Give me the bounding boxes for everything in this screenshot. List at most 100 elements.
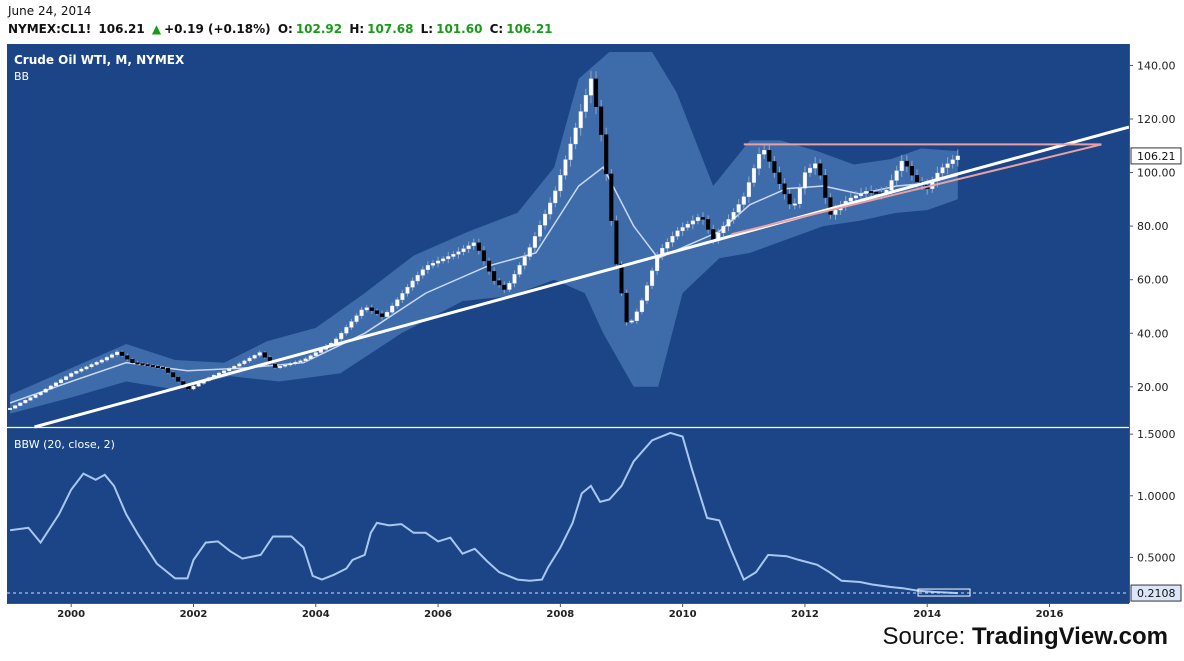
candle bbox=[721, 225, 726, 234]
candle bbox=[69, 373, 74, 377]
bbw-title: BBW (20, close, 2) bbox=[14, 438, 115, 451]
y-tick-label: 60.00 bbox=[1137, 274, 1169, 287]
candle bbox=[160, 366, 165, 369]
candle bbox=[171, 372, 176, 378]
candle bbox=[593, 78, 599, 107]
high-label: H: bbox=[349, 22, 365, 36]
candle bbox=[787, 193, 792, 205]
candle bbox=[706, 219, 711, 230]
candle bbox=[99, 359, 104, 363]
candle bbox=[553, 190, 558, 204]
chart-date: June 24, 2014 bbox=[8, 4, 92, 18]
candle bbox=[955, 155, 960, 161]
candle bbox=[685, 223, 690, 228]
close-value: 106.21 bbox=[506, 22, 553, 36]
candle bbox=[64, 376, 69, 380]
x-tick-label: 2002 bbox=[180, 609, 208, 620]
candle bbox=[502, 284, 507, 290]
trendlines bbox=[34, 125, 1130, 429]
candle bbox=[665, 241, 670, 249]
bbw-value-box bbox=[1130, 584, 1182, 602]
x-tick-label: 2014 bbox=[913, 609, 941, 620]
candle bbox=[644, 285, 650, 301]
bbw-y-tick-label: 1.0000 bbox=[1137, 490, 1176, 503]
candle bbox=[864, 191, 869, 194]
source-prefix: Source: bbox=[882, 623, 972, 650]
candle bbox=[741, 196, 746, 205]
candle bbox=[446, 256, 451, 259]
candle bbox=[120, 351, 125, 356]
candle bbox=[257, 352, 262, 356]
candle bbox=[252, 355, 257, 359]
candle bbox=[634, 311, 639, 321]
candle bbox=[604, 134, 609, 175]
candle bbox=[135, 362, 140, 365]
candle bbox=[364, 307, 369, 311]
candle bbox=[777, 172, 782, 184]
candle bbox=[18, 402, 23, 406]
candle bbox=[278, 366, 283, 368]
x-tick-label: 2008 bbox=[546, 609, 574, 620]
candle bbox=[950, 159, 955, 164]
candle bbox=[762, 150, 767, 155]
candle bbox=[140, 363, 145, 366]
candle bbox=[237, 363, 242, 367]
low-label: L: bbox=[420, 22, 434, 36]
candle bbox=[904, 160, 909, 167]
candle bbox=[354, 315, 359, 322]
candle bbox=[767, 150, 772, 162]
candle bbox=[909, 166, 914, 176]
bbw-y-tick-label: 1.5000 bbox=[1137, 428, 1176, 441]
source-credit: Source: TradingView.com bbox=[883, 623, 1168, 651]
candle bbox=[466, 245, 471, 249]
candle bbox=[33, 394, 38, 398]
candle bbox=[150, 365, 155, 368]
candle bbox=[889, 180, 894, 191]
candle bbox=[104, 357, 109, 361]
candle bbox=[858, 193, 864, 196]
candle bbox=[53, 382, 58, 387]
candle bbox=[782, 183, 787, 195]
candle bbox=[476, 242, 481, 251]
candle bbox=[578, 111, 583, 129]
candle bbox=[385, 311, 390, 317]
candle bbox=[619, 263, 624, 294]
candle bbox=[711, 229, 716, 240]
candle bbox=[588, 78, 593, 96]
candle bbox=[390, 305, 395, 313]
candle bbox=[84, 366, 89, 370]
candle bbox=[757, 154, 762, 169]
candle bbox=[89, 364, 94, 367]
open-value: 102.92 bbox=[295, 22, 343, 36]
candle bbox=[486, 260, 492, 272]
candle bbox=[308, 355, 313, 359]
candle bbox=[731, 212, 736, 220]
candle bbox=[79, 368, 84, 372]
candle bbox=[48, 385, 53, 390]
candle bbox=[772, 161, 777, 173]
candle bbox=[425, 265, 430, 270]
candle bbox=[109, 354, 114, 358]
candle bbox=[808, 167, 813, 173]
candle bbox=[436, 260, 441, 264]
y-tick-label: 140.00 bbox=[1137, 59, 1176, 72]
candle bbox=[823, 175, 828, 198]
candle bbox=[471, 242, 476, 246]
candle bbox=[242, 360, 247, 364]
candle bbox=[813, 163, 818, 169]
candle bbox=[548, 202, 553, 215]
candle bbox=[527, 247, 532, 257]
candle bbox=[599, 106, 604, 135]
candle bbox=[558, 175, 563, 192]
symbol-label[interactable]: NYMEX:CL1! bbox=[8, 22, 92, 36]
candle bbox=[441, 258, 446, 262]
bollinger-band bbox=[9, 52, 958, 414]
support-line bbox=[731, 143, 1102, 236]
x-tick-label: 2012 bbox=[791, 609, 819, 620]
candle bbox=[58, 379, 64, 383]
y-tick-label: 80.00 bbox=[1137, 220, 1169, 233]
source-brand: TradingView.com bbox=[971, 623, 1168, 650]
candle bbox=[899, 160, 904, 171]
bbw-y-tick-label: 0.5000 bbox=[1137, 551, 1176, 564]
